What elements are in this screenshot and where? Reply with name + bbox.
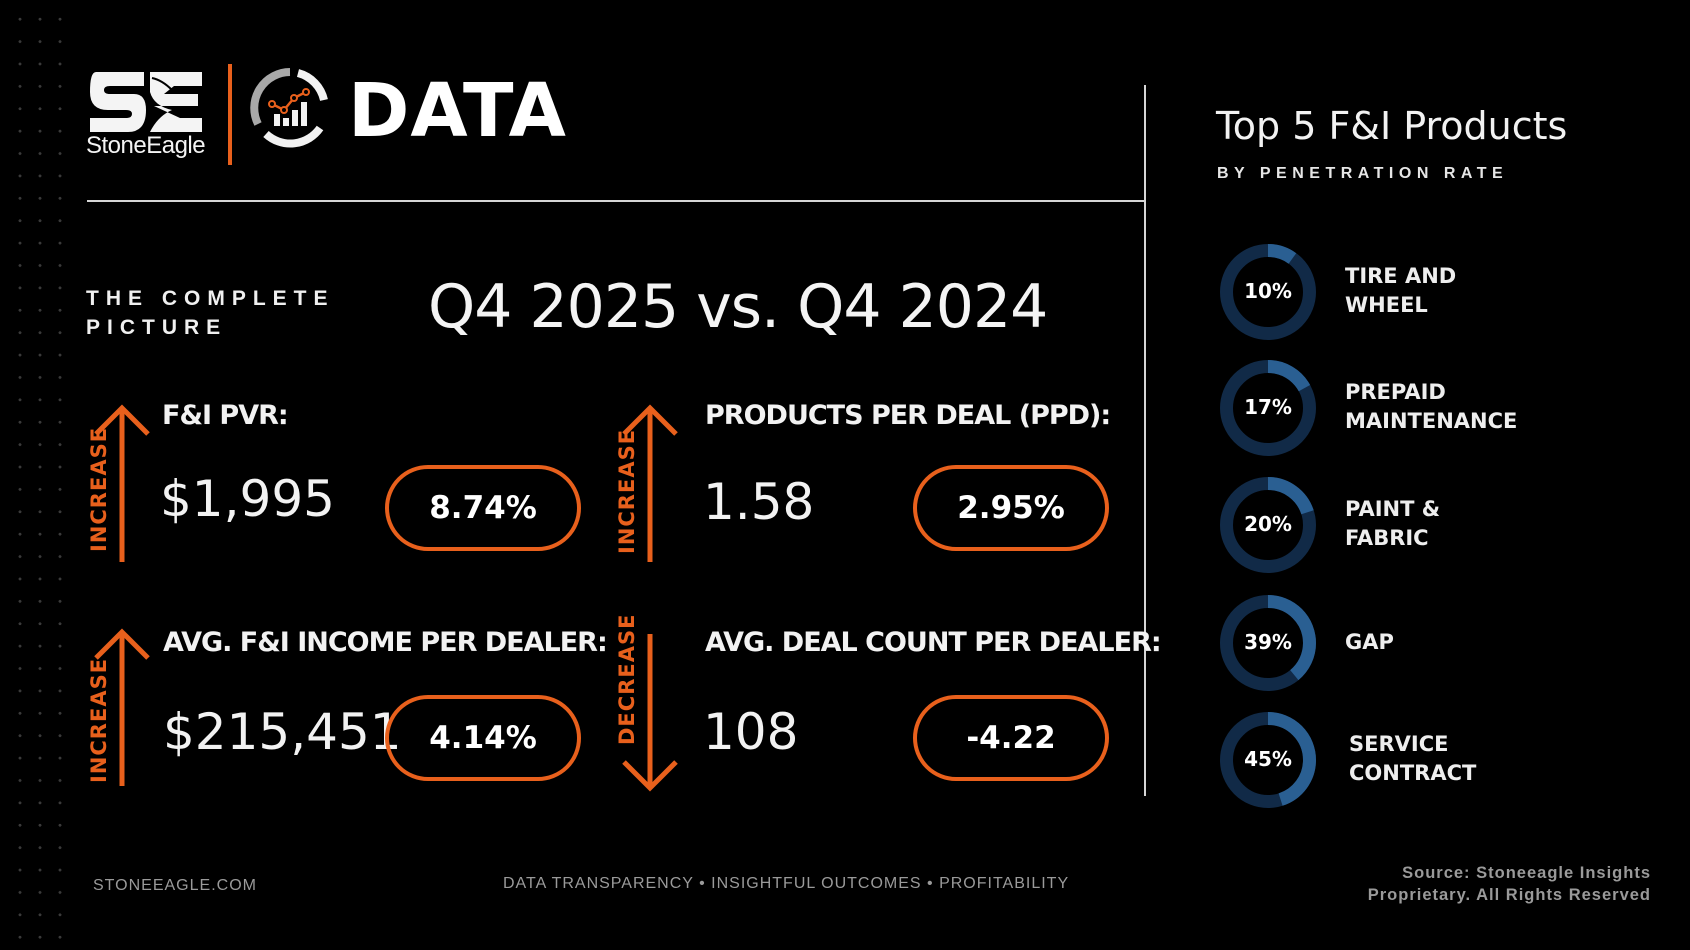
kpi-value-deal-count: 108 xyxy=(703,703,799,761)
product-label-line2: CONTRACT xyxy=(1349,761,1477,785)
donut-chart xyxy=(1220,712,1316,808)
kpi-label-deal-count: AVG. DEAL COUNT PER DEALER: xyxy=(705,627,1162,658)
donut-chart xyxy=(1220,595,1316,691)
donut-fill-segment xyxy=(1220,477,1316,573)
kpi-change-badge-income: 4.14% xyxy=(385,695,581,781)
section-label-line2: PICTURE xyxy=(86,316,228,339)
increase-arrow-icon xyxy=(94,404,150,562)
product-label: PREPAID MAINTENANCE xyxy=(1345,378,1517,436)
product-label: SERVICE CONTRACT xyxy=(1349,730,1476,788)
product-label-line2: FABRIC xyxy=(1345,526,1429,550)
donut-fill-segment xyxy=(1220,244,1316,340)
donut-percent-label: 39% xyxy=(1244,630,1292,654)
trend-label: INCREASE xyxy=(87,657,111,783)
trend-label: INCREASE xyxy=(615,428,639,554)
donut-chart xyxy=(1220,477,1316,573)
trend-label: DECREASE xyxy=(615,613,639,745)
section-label: THE COMPLETE PICTURE xyxy=(86,284,335,342)
footer-source-line2: Proprietary. All Rights Reserved xyxy=(1367,886,1651,904)
product-label-line1: SERVICE xyxy=(1349,732,1449,756)
kpi-change-badge-ppd: 2.95% xyxy=(913,465,1109,551)
donut-percent-label: 17% xyxy=(1244,395,1292,419)
comparison-title: Q4 2025 vs. Q4 2024 xyxy=(428,272,1048,342)
product-label: PAINT & FABRIC xyxy=(1345,495,1440,553)
kpi-value-pvr: $1,995 xyxy=(160,470,335,528)
data-product-title: DATA xyxy=(348,68,567,154)
product-label: TIRE AND WHEEL xyxy=(1345,262,1456,320)
panel-divider xyxy=(1144,85,1146,796)
data-chart-ring-icon xyxy=(250,68,328,148)
donut-fill-segment xyxy=(1220,712,1316,808)
logo-divider xyxy=(228,64,232,165)
donut-chart xyxy=(1220,244,1316,340)
product-label-line2: MAINTENANCE xyxy=(1345,409,1518,433)
kpi-label-pvr: F&I PVR: xyxy=(162,400,289,431)
kpi-change-badge-deal-count: -4.22 xyxy=(913,695,1109,781)
kpi-value-income: $215,451 xyxy=(163,703,402,761)
donut-percent-label: 20% xyxy=(1244,512,1292,536)
product-label-line2: WHEEL xyxy=(1345,293,1428,317)
kpi-label-income: AVG. F&I INCOME PER DEALER: xyxy=(163,627,608,658)
donut-percent-label: 10% xyxy=(1244,279,1292,303)
kpi-change-badge-pvr: 8.74% xyxy=(385,465,581,551)
trend-label: INCREASE xyxy=(87,426,111,552)
product-label-line1: TIRE AND xyxy=(1345,264,1457,288)
decorative-dot-grid xyxy=(10,8,70,948)
footer-website: STONEEAGLE.COM xyxy=(93,877,257,894)
footer-tagline: DATA TRANSPARENCY • INSIGHTFUL OUTCOMES … xyxy=(503,875,1070,892)
increase-arrow-icon xyxy=(94,628,150,786)
donut-fill-segment xyxy=(1220,360,1316,456)
kpi-label-ppd: PRODUCTS PER DEAL (PPD): xyxy=(705,400,1111,431)
product-label-line1: GAP xyxy=(1345,630,1394,654)
product-label: GAP xyxy=(1345,628,1394,657)
company-wordmark: StoneEagle xyxy=(86,132,206,159)
footer-source: Source: Stoneeagle Insights Proprietary.… xyxy=(1368,862,1651,906)
donut-chart xyxy=(1220,360,1316,456)
increase-arrow-icon xyxy=(622,404,678,562)
decrease-arrow-icon xyxy=(622,634,678,792)
stoneeagle-logo-icon xyxy=(90,72,202,132)
product-label-line1: PREPAID xyxy=(1345,380,1446,404)
kpi-value-ppd: 1.58 xyxy=(703,473,815,531)
donut-percent-label: 45% xyxy=(1244,747,1292,771)
donut-fill-segment xyxy=(1220,595,1316,691)
product-label-line1: PAINT & xyxy=(1345,497,1441,521)
top-products-subtitle: BY PENETRATION RATE xyxy=(1217,165,1509,182)
header-divider xyxy=(87,200,1146,202)
top-products-title: Top 5 F&I Products xyxy=(1216,104,1568,148)
section-label-line1: THE COMPLETE xyxy=(86,287,335,310)
footer-source-line1: Source: Stoneeagle Insights xyxy=(1402,864,1651,882)
